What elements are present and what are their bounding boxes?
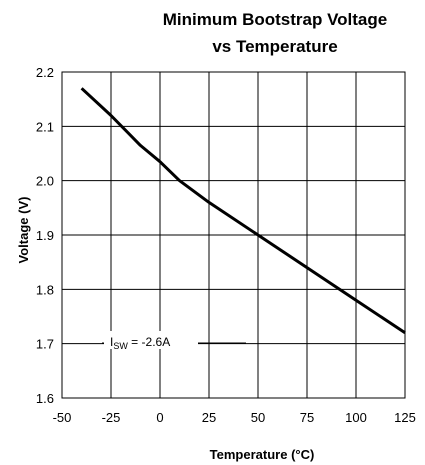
plot-frame [61, 71, 406, 399]
y-tick-label: 1.9 [36, 228, 54, 243]
x-tick-label: -25 [102, 410, 121, 425]
x-tick-label: 100 [345, 410, 367, 425]
x-tick-labels: -50 -25 0 25 50 75 100 125 [53, 410, 416, 425]
x-tick-label: 0 [156, 410, 163, 425]
y-tick-label: 2.2 [36, 65, 54, 80]
y-tick-label: 2.1 [36, 119, 54, 134]
x-tick-label: 50 [251, 410, 265, 425]
x-tick-label: 25 [202, 410, 216, 425]
chart-title-line2: vs Temperature [212, 37, 337, 56]
y-tick-label: 1.7 [36, 337, 54, 352]
y-axis-title: Voltage (V) [16, 197, 31, 264]
y-tick-labels: 1.6 1.7 1.8 1.9 2.0 2.1 2.2 [36, 65, 54, 406]
chart-title-line1: Minimum Bootstrap Voltage [163, 10, 387, 29]
y-tick-label: 1.8 [36, 282, 54, 297]
x-tick-label: 75 [300, 410, 314, 425]
y-tick-label: 2.0 [36, 174, 54, 189]
y-tick-label: 1.6 [36, 391, 54, 406]
annotation-label: ISW = -2.6A [110, 335, 170, 351]
annotation-background [104, 331, 198, 349]
x-axis-title: Temperature (°C) [210, 447, 315, 462]
x-tick-label: 125 [394, 410, 416, 425]
x-tick-label: -50 [53, 410, 72, 425]
series-line [80, 87, 406, 335]
